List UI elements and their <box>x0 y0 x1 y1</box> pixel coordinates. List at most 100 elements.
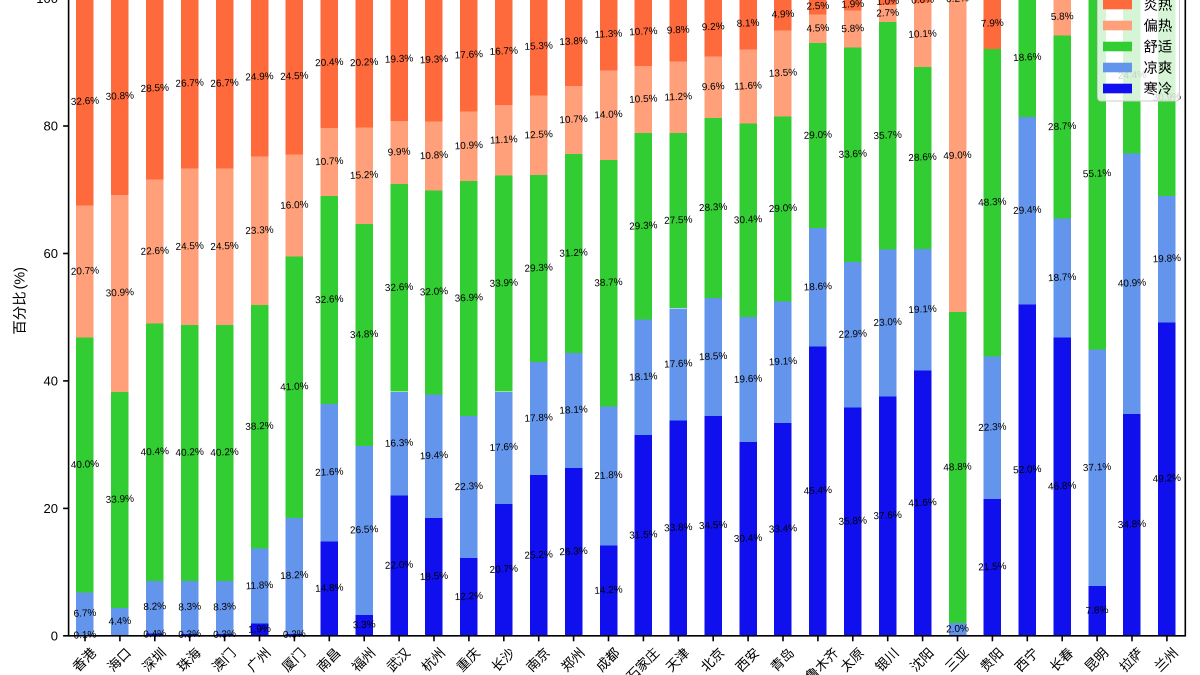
svg-text:18.6%: 18.6% <box>1013 52 1042 64</box>
svg-text:18.7%: 18.7% <box>1048 272 1077 284</box>
svg-text:18.6%: 18.6% <box>803 281 832 293</box>
svg-text:22.0%: 22.0% <box>385 559 414 571</box>
svg-text:32.0%: 32.0% <box>420 286 449 298</box>
svg-text:34.5%: 34.5% <box>699 520 728 532</box>
svg-text:20: 20 <box>44 501 58 516</box>
svg-text:34.8%: 34.8% <box>350 329 379 341</box>
svg-text:80: 80 <box>44 119 58 134</box>
svg-text:31.5%: 31.5% <box>629 529 658 541</box>
svg-text:26.3%: 26.3% <box>559 546 588 558</box>
svg-text:11.8%: 11.8% <box>245 580 273 592</box>
svg-text:49.2%: 49.2% <box>1152 473 1181 485</box>
svg-text:30.4%: 30.4% <box>734 533 763 545</box>
svg-text:30.9%: 30.9% <box>105 287 134 299</box>
svg-text:8.3%: 8.3% <box>213 601 236 613</box>
svg-text:49.0%: 49.0% <box>943 150 972 162</box>
svg-text:10.5%: 10.5% <box>629 93 658 105</box>
svg-text:26.7%: 26.7% <box>175 77 204 89</box>
svg-text:19.1%: 19.1% <box>769 356 798 368</box>
svg-text:11.3%: 11.3% <box>594 28 622 40</box>
svg-text:16.7%: 16.7% <box>489 46 518 58</box>
svg-text:40.9%: 40.9% <box>1118 277 1147 289</box>
svg-text:34.8%: 34.8% <box>1118 519 1147 531</box>
svg-text:32.6%: 32.6% <box>385 282 414 294</box>
svg-text:24.5%: 24.5% <box>175 241 204 253</box>
svg-text:10.7%: 10.7% <box>559 114 588 126</box>
svg-text:41.0%: 41.0% <box>280 381 309 393</box>
svg-text:5.8%: 5.8% <box>1051 11 1074 23</box>
svg-text:18.1%: 18.1% <box>559 404 588 416</box>
svg-text:29.0%: 29.0% <box>769 203 798 215</box>
svg-text:5.8%: 5.8% <box>841 23 864 35</box>
svg-text:15.3%: 15.3% <box>524 40 553 52</box>
svg-text:27.5%: 27.5% <box>664 214 693 226</box>
svg-text:33.4%: 33.4% <box>769 523 798 535</box>
svg-text:28.7%: 28.7% <box>1048 121 1077 133</box>
svg-text:35.7%: 35.7% <box>873 130 902 142</box>
svg-text:8.2%: 8.2% <box>143 601 166 613</box>
svg-text:7.8%: 7.8% <box>1085 605 1108 617</box>
svg-text:1.9%: 1.9% <box>841 0 864 11</box>
svg-text:26.7%: 26.7% <box>210 77 239 89</box>
svg-text:21.6%: 21.6% <box>315 466 344 478</box>
svg-text:0: 0 <box>51 628 58 643</box>
svg-text:16.0%: 16.0% <box>280 199 309 211</box>
svg-text:33.9%: 33.9% <box>489 277 518 289</box>
svg-text:52.0%: 52.0% <box>1013 464 1042 476</box>
svg-text:11.6%: 11.6% <box>734 80 762 92</box>
svg-text:29.3%: 29.3% <box>629 220 658 232</box>
svg-text:37.1%: 37.1% <box>1083 462 1112 474</box>
svg-text:22.9%: 22.9% <box>838 328 867 340</box>
svg-text:18.1%: 18.1% <box>629 371 658 383</box>
svg-text:32.6%: 32.6% <box>315 294 344 306</box>
svg-text:22.6%: 22.6% <box>140 245 169 257</box>
svg-text:2.5%: 2.5% <box>806 1 829 13</box>
svg-text:10.7%: 10.7% <box>315 156 344 168</box>
svg-text:20.7%: 20.7% <box>489 564 518 576</box>
svg-text:2.0%: 2.0% <box>946 623 969 635</box>
svg-text:28.6%: 28.6% <box>908 152 937 164</box>
svg-text:20.7%: 20.7% <box>71 265 100 277</box>
svg-text:24.9%: 24.9% <box>245 71 274 83</box>
svg-text:19.4%: 19.4% <box>420 450 449 462</box>
svg-text:37.6%: 37.6% <box>873 510 902 522</box>
svg-text:17.8%: 17.8% <box>524 412 553 424</box>
svg-text:13.5%: 13.5% <box>769 67 798 79</box>
svg-text:48.8%: 48.8% <box>943 461 972 473</box>
svg-text:30.4%: 30.4% <box>734 214 763 226</box>
svg-text:9.2%: 9.2% <box>702 21 725 33</box>
svg-text:41.6%: 41.6% <box>908 497 937 509</box>
svg-text:18.2%: 18.2% <box>280 570 309 582</box>
svg-text:1.9%: 1.9% <box>248 624 271 636</box>
svg-text:10.7%: 10.7% <box>629 26 658 38</box>
svg-text:60: 60 <box>44 246 58 261</box>
svg-text:25.2%: 25.2% <box>524 549 553 561</box>
svg-text:10.1%: 10.1% <box>908 28 937 40</box>
svg-text:9.8%: 9.8% <box>667 24 690 36</box>
svg-text:11.2%: 11.2% <box>664 91 692 103</box>
svg-text:0.3%: 0.3% <box>283 629 306 641</box>
svg-text:38.7%: 38.7% <box>594 277 623 289</box>
svg-text:40: 40 <box>44 373 58 388</box>
svg-text:38.2%: 38.2% <box>245 421 274 433</box>
svg-text:11.1%: 11.1% <box>490 134 518 146</box>
svg-text:4.5%: 4.5% <box>806 23 829 35</box>
svg-text:31.2%: 31.2% <box>559 247 588 259</box>
svg-text:2.7%: 2.7% <box>876 8 899 20</box>
svg-text:19.3%: 19.3% <box>385 53 414 65</box>
svg-text:40.0%: 40.0% <box>71 459 100 471</box>
svg-text:10.9%: 10.9% <box>454 140 483 152</box>
svg-text:3.3%: 3.3% <box>353 619 376 631</box>
svg-text:0.2%: 0.2% <box>946 0 969 5</box>
svg-text:35.8%: 35.8% <box>838 515 867 527</box>
svg-text:48.3%: 48.3% <box>978 197 1007 209</box>
svg-text:20.4%: 20.4% <box>315 57 344 69</box>
svg-text:16.3%: 16.3% <box>385 437 414 449</box>
svg-text:19.1%: 19.1% <box>908 304 937 316</box>
svg-text:12.5%: 12.5% <box>524 129 553 141</box>
svg-text:40.2%: 40.2% <box>210 447 239 459</box>
svg-text:19.8%: 19.8% <box>1152 253 1181 265</box>
svg-text:17.6%: 17.6% <box>664 358 693 370</box>
svg-text:45.4%: 45.4% <box>803 485 832 497</box>
svg-text:4.4%: 4.4% <box>108 616 131 628</box>
